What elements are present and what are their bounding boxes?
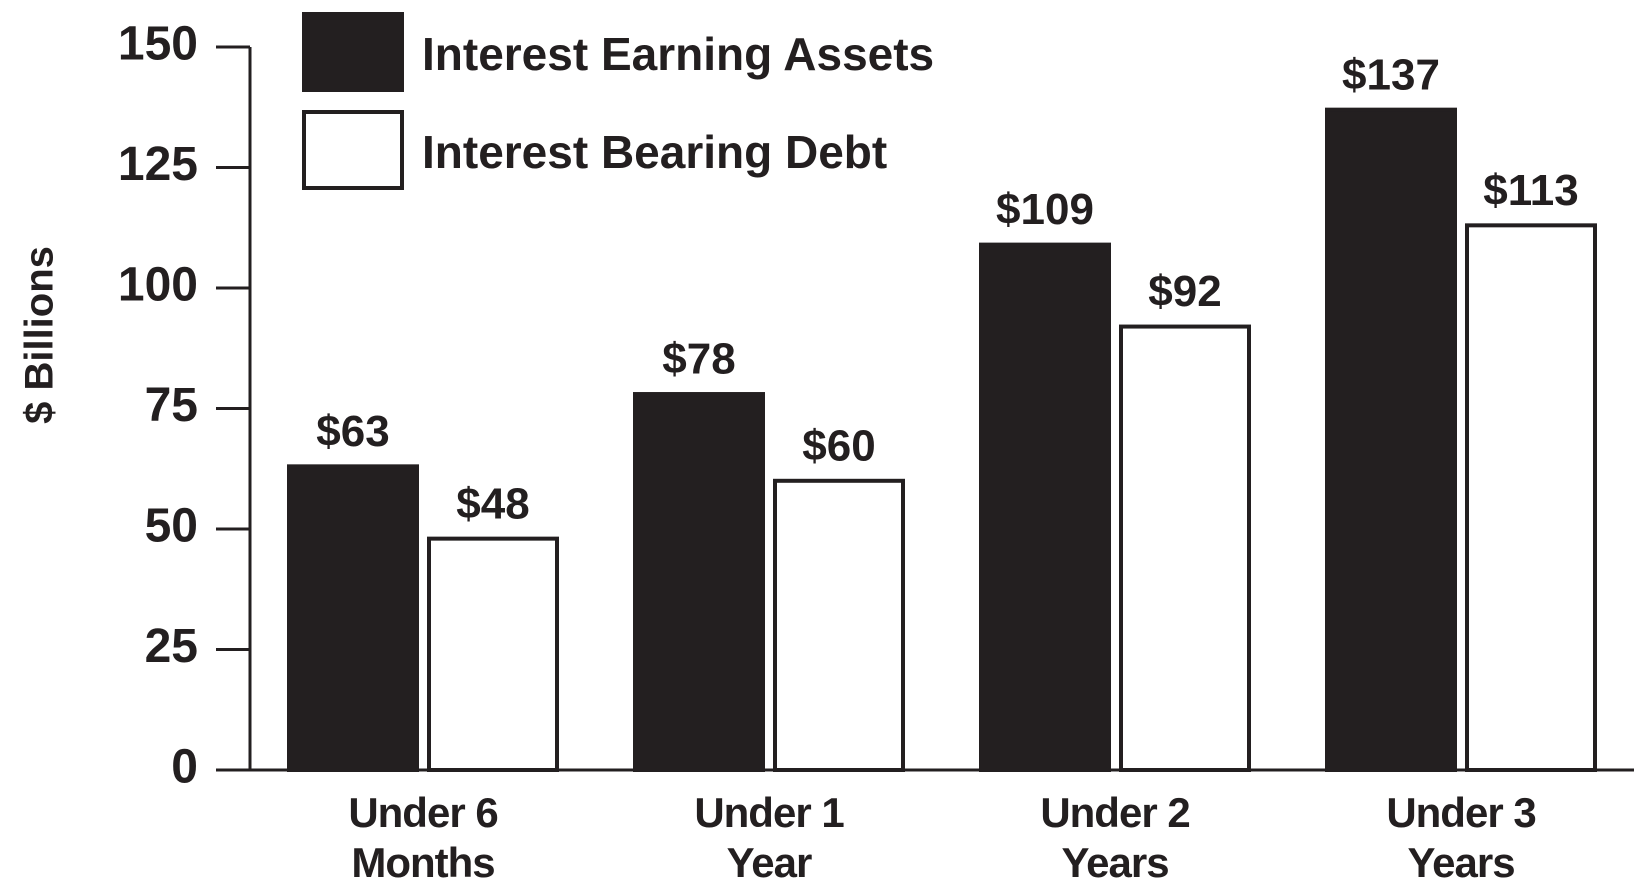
y-tick-label: 75 (145, 379, 198, 432)
x-tick-label: Under 2 Years (1040, 789, 1190, 886)
x-tick-label: Under 3 Years (1386, 789, 1536, 886)
value-label: $78 (662, 335, 735, 384)
y-axis-label: $ Billions (18, 246, 62, 424)
bar (633, 392, 765, 772)
legend-swatch (302, 110, 404, 190)
y-tick-label: 100 (118, 259, 198, 312)
legend-label: Interest Earning Assets (422, 28, 934, 80)
bar (1119, 324, 1251, 772)
bar (287, 464, 419, 772)
y-tick-label: 150 (118, 18, 198, 71)
y-tick-label: 25 (145, 620, 198, 673)
bar (427, 536, 559, 773)
bar (773, 478, 905, 772)
y-tick-label: 0 (171, 741, 198, 794)
value-label: $92 (1148, 267, 1221, 316)
value-label: $63 (316, 407, 389, 456)
value-label: $109 (996, 185, 1094, 234)
value-label: $113 (1483, 166, 1578, 215)
value-label: $48 (456, 479, 529, 528)
bar (1465, 223, 1597, 772)
value-label: $60 (802, 421, 875, 470)
bar (1325, 107, 1457, 773)
bar (979, 242, 1111, 772)
y-tick-label: 50 (145, 500, 198, 553)
value-label: $137 (1342, 50, 1440, 99)
y-tick-label: 125 (118, 138, 198, 191)
legend-label: Interest Bearing Debt (422, 126, 887, 178)
x-tick-label: Under 6 Months (348, 789, 498, 886)
legend-swatch (302, 12, 404, 92)
x-tick-label: Under 1 Year (694, 789, 844, 886)
